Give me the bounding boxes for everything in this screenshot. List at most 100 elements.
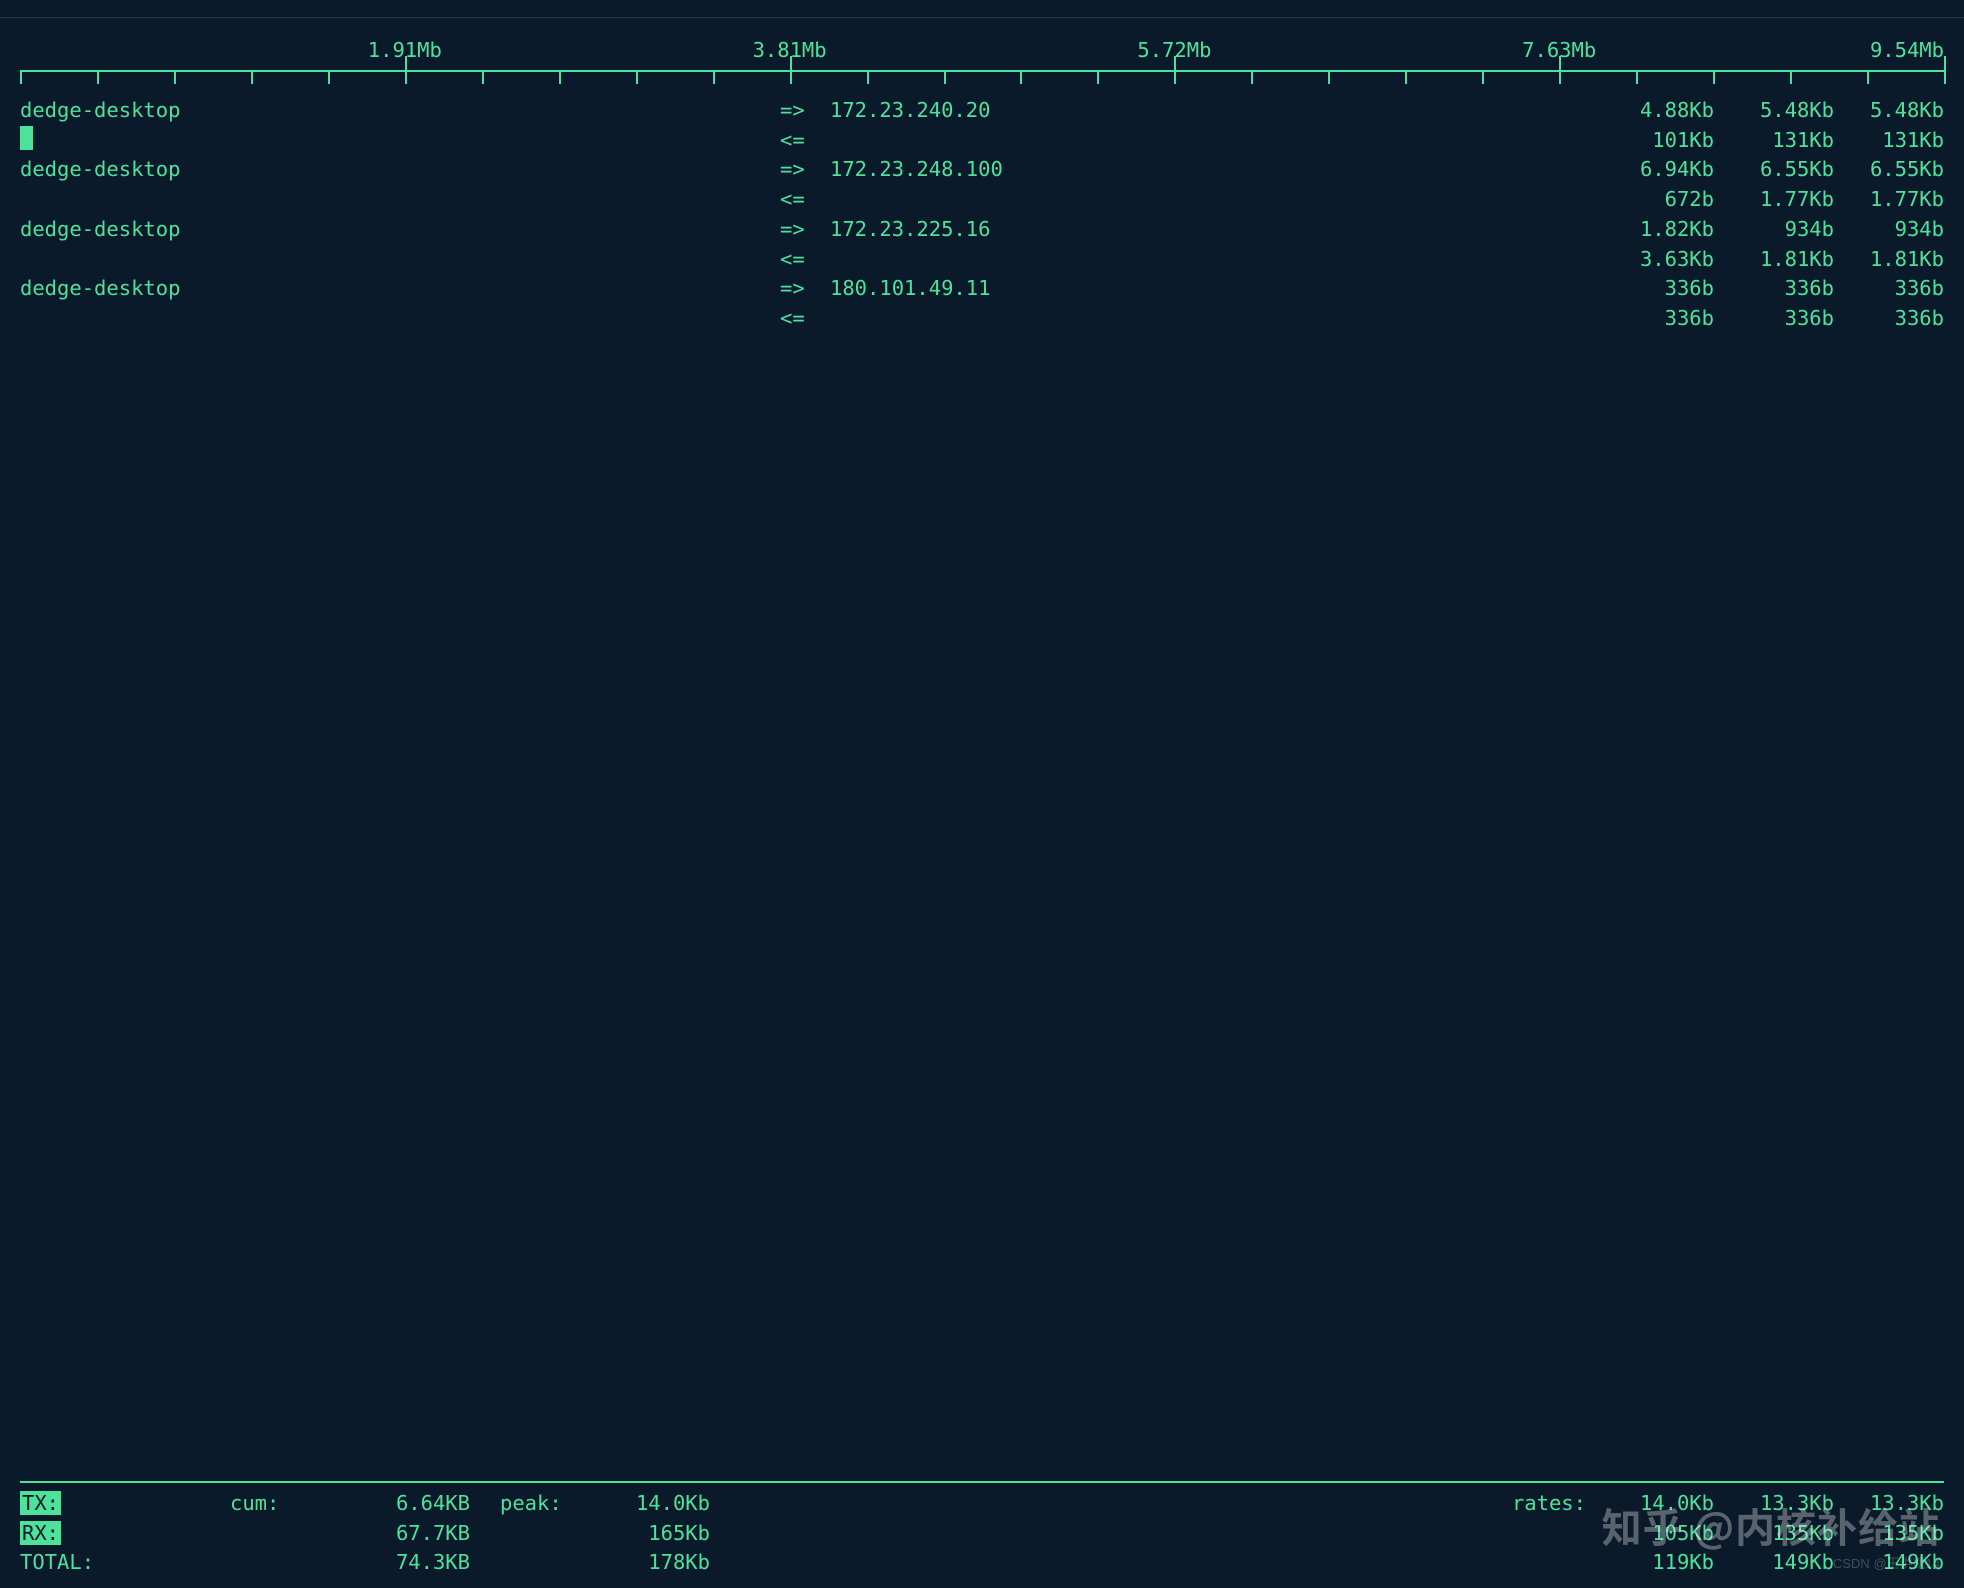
footer-tx-r3: 13.3Kb xyxy=(1834,1489,1944,1519)
footer-total-peak: 178Kb xyxy=(570,1548,710,1578)
scale-label: 3.81Mb xyxy=(753,36,827,66)
rate-40s: 5.48Kb xyxy=(1834,96,1944,126)
scale-minor-tick xyxy=(1790,70,1792,84)
footer-total-label: TOTAL: xyxy=(20,1548,230,1578)
local-host: dedge-desktop xyxy=(20,274,780,304)
scale-minor-tick xyxy=(328,70,330,84)
arrow-tx-icon: => xyxy=(780,274,830,304)
scale-minor-tick xyxy=(713,70,715,84)
cursor xyxy=(20,126,780,156)
rate-2s: 336b xyxy=(1604,274,1714,304)
footer-total-r1: 119Kb xyxy=(1604,1548,1714,1578)
footer-rx-cum: 67.7KB xyxy=(330,1519,470,1549)
footer-rx-r2: 135Kb xyxy=(1714,1519,1834,1549)
footer-table: TX: cum: 6.64KB peak: 14.0Kb rates: 14.0… xyxy=(20,1489,1944,1578)
footer-divider xyxy=(20,1481,1944,1483)
scale-minor-tick xyxy=(1636,70,1638,84)
local-host: dedge-desktop xyxy=(20,96,780,126)
rate-2s: 4.88Kb xyxy=(1604,96,1714,126)
scale-minor-tick xyxy=(405,70,407,84)
footer-total-r2: 149Kb xyxy=(1714,1548,1834,1578)
rate-10s: 934b xyxy=(1714,215,1834,245)
connection-rx-row: <=3.63Kb1.81Kb1.81Kb xyxy=(20,245,1944,275)
footer-rx-r1: 105Kb xyxy=(1604,1519,1714,1549)
rate-40s: 1.77Kb xyxy=(1834,185,1944,215)
connection-rx-row: <=336b336b336b xyxy=(20,304,1944,334)
footer-tx-r1: 14.0Kb xyxy=(1604,1489,1714,1519)
scale-minor-tick xyxy=(944,70,946,84)
arrow-rx-icon: <= xyxy=(780,304,830,334)
scale-minor-tick xyxy=(251,70,253,84)
remote-host: 180.101.49.11 xyxy=(830,274,1604,304)
scale-minor-tick xyxy=(1251,70,1253,84)
footer-rx-r3: 135Kb xyxy=(1834,1519,1944,1549)
scale-minor-tick xyxy=(1482,70,1484,84)
scale-minor-tick xyxy=(97,70,99,84)
rate-2s: 1.82Kb xyxy=(1604,215,1714,245)
rate-10s: 336b xyxy=(1714,274,1834,304)
scale-minor-tick xyxy=(867,70,869,84)
scale-minor-tick xyxy=(1174,70,1176,84)
rate-10s: 336b xyxy=(1714,304,1834,334)
scale-label: 9.54Mb xyxy=(1870,36,1944,66)
connection-rx-row: <=101Kb131Kb131Kb xyxy=(20,126,1944,156)
rate-10s: 1.77Kb xyxy=(1714,185,1834,215)
footer-rx-peak: 165Kb xyxy=(570,1519,710,1549)
scale-minor-tick xyxy=(1020,70,1022,84)
summary-footer: TX: cum: 6.64KB peak: 14.0Kb rates: 14.0… xyxy=(20,1481,1944,1578)
connection-tx-row: dedge-desktop=>172.23.240.204.88Kb5.48Kb… xyxy=(20,96,1944,126)
arrow-tx-icon: => xyxy=(780,96,830,126)
connection-rx-row: <=672b1.77Kb1.77Kb xyxy=(20,185,1944,215)
rate-40s: 1.81Kb xyxy=(1834,245,1944,275)
connection-tx-row: dedge-desktop=>180.101.49.11336b336b336b xyxy=(20,274,1944,304)
bandwidth-scale: 1.91Mb 3.81Mb 5.72Mb 7.63Mb 9.54Mb xyxy=(20,36,1944,90)
footer-cum-label: cum: xyxy=(230,1489,330,1519)
arrow-rx-icon: <= xyxy=(780,185,830,215)
local-host: dedge-desktop xyxy=(20,155,780,185)
rate-2s: 3.63Kb xyxy=(1604,245,1714,275)
scale-baseline xyxy=(20,70,1944,72)
footer-rx-label: RX: xyxy=(20,1519,230,1549)
footer-tx-peak: 14.0Kb xyxy=(570,1489,710,1519)
scale-minor-tick xyxy=(1097,70,1099,84)
footer-tx-r2: 13.3Kb xyxy=(1714,1489,1834,1519)
arrow-rx-icon: <= xyxy=(780,126,830,156)
footer-total-cum: 74.3KB xyxy=(330,1548,470,1578)
scale-minor-tick xyxy=(790,70,792,84)
scale-minor-tick xyxy=(559,70,561,84)
scale-minor-tick xyxy=(482,70,484,84)
scale-minor-tick xyxy=(636,70,638,84)
rate-10s: 1.81Kb xyxy=(1714,245,1834,275)
scale-minor-tick xyxy=(1405,70,1407,84)
scale-minor-tick xyxy=(1867,70,1869,84)
connection-tx-row: dedge-desktop=>172.23.225.161.82Kb934b93… xyxy=(20,215,1944,245)
rate-2s: 6.94Kb xyxy=(1604,155,1714,185)
scale-major-tick xyxy=(1944,56,1946,70)
scale-minor-tick xyxy=(1559,70,1561,84)
remote-host: 172.23.225.16 xyxy=(830,215,1604,245)
rate-40s: 131Kb xyxy=(1834,126,1944,156)
footer-tx-cum: 6.64KB xyxy=(330,1489,470,1519)
rate-10s: 131Kb xyxy=(1714,126,1834,156)
iftop-terminal: 1.91Mb 3.81Mb 5.72Mb 7.63Mb 9.54Mb dedge-des… xyxy=(0,0,1964,1588)
footer-total-r3: 149Kb xyxy=(1834,1548,1944,1578)
rate-40s: 336b xyxy=(1834,304,1944,334)
rate-40s: 336b xyxy=(1834,274,1944,304)
scale-label: 5.72Mb xyxy=(1137,36,1211,66)
rate-10s: 6.55Kb xyxy=(1714,155,1834,185)
footer-rates-label: rates: xyxy=(710,1489,1604,1519)
footer-peak-label: peak: xyxy=(470,1489,570,1519)
rate-2s: 101Kb xyxy=(1604,126,1714,156)
scale-label: 1.91Mb xyxy=(368,36,442,66)
scale-label: 7.63Mb xyxy=(1522,36,1596,66)
arrow-tx-icon: => xyxy=(780,155,830,185)
arrow-rx-icon: <= xyxy=(780,245,830,275)
scale-minor-tick xyxy=(1328,70,1330,84)
arrow-tx-icon: => xyxy=(780,215,830,245)
footer-tx-label: TX: xyxy=(20,1489,230,1519)
remote-host: 172.23.240.20 xyxy=(830,96,1604,126)
rate-10s: 5.48Kb xyxy=(1714,96,1834,126)
scale-minor-tick xyxy=(20,70,22,84)
scale-minor-tick xyxy=(174,70,176,84)
rate-2s: 672b xyxy=(1604,185,1714,215)
